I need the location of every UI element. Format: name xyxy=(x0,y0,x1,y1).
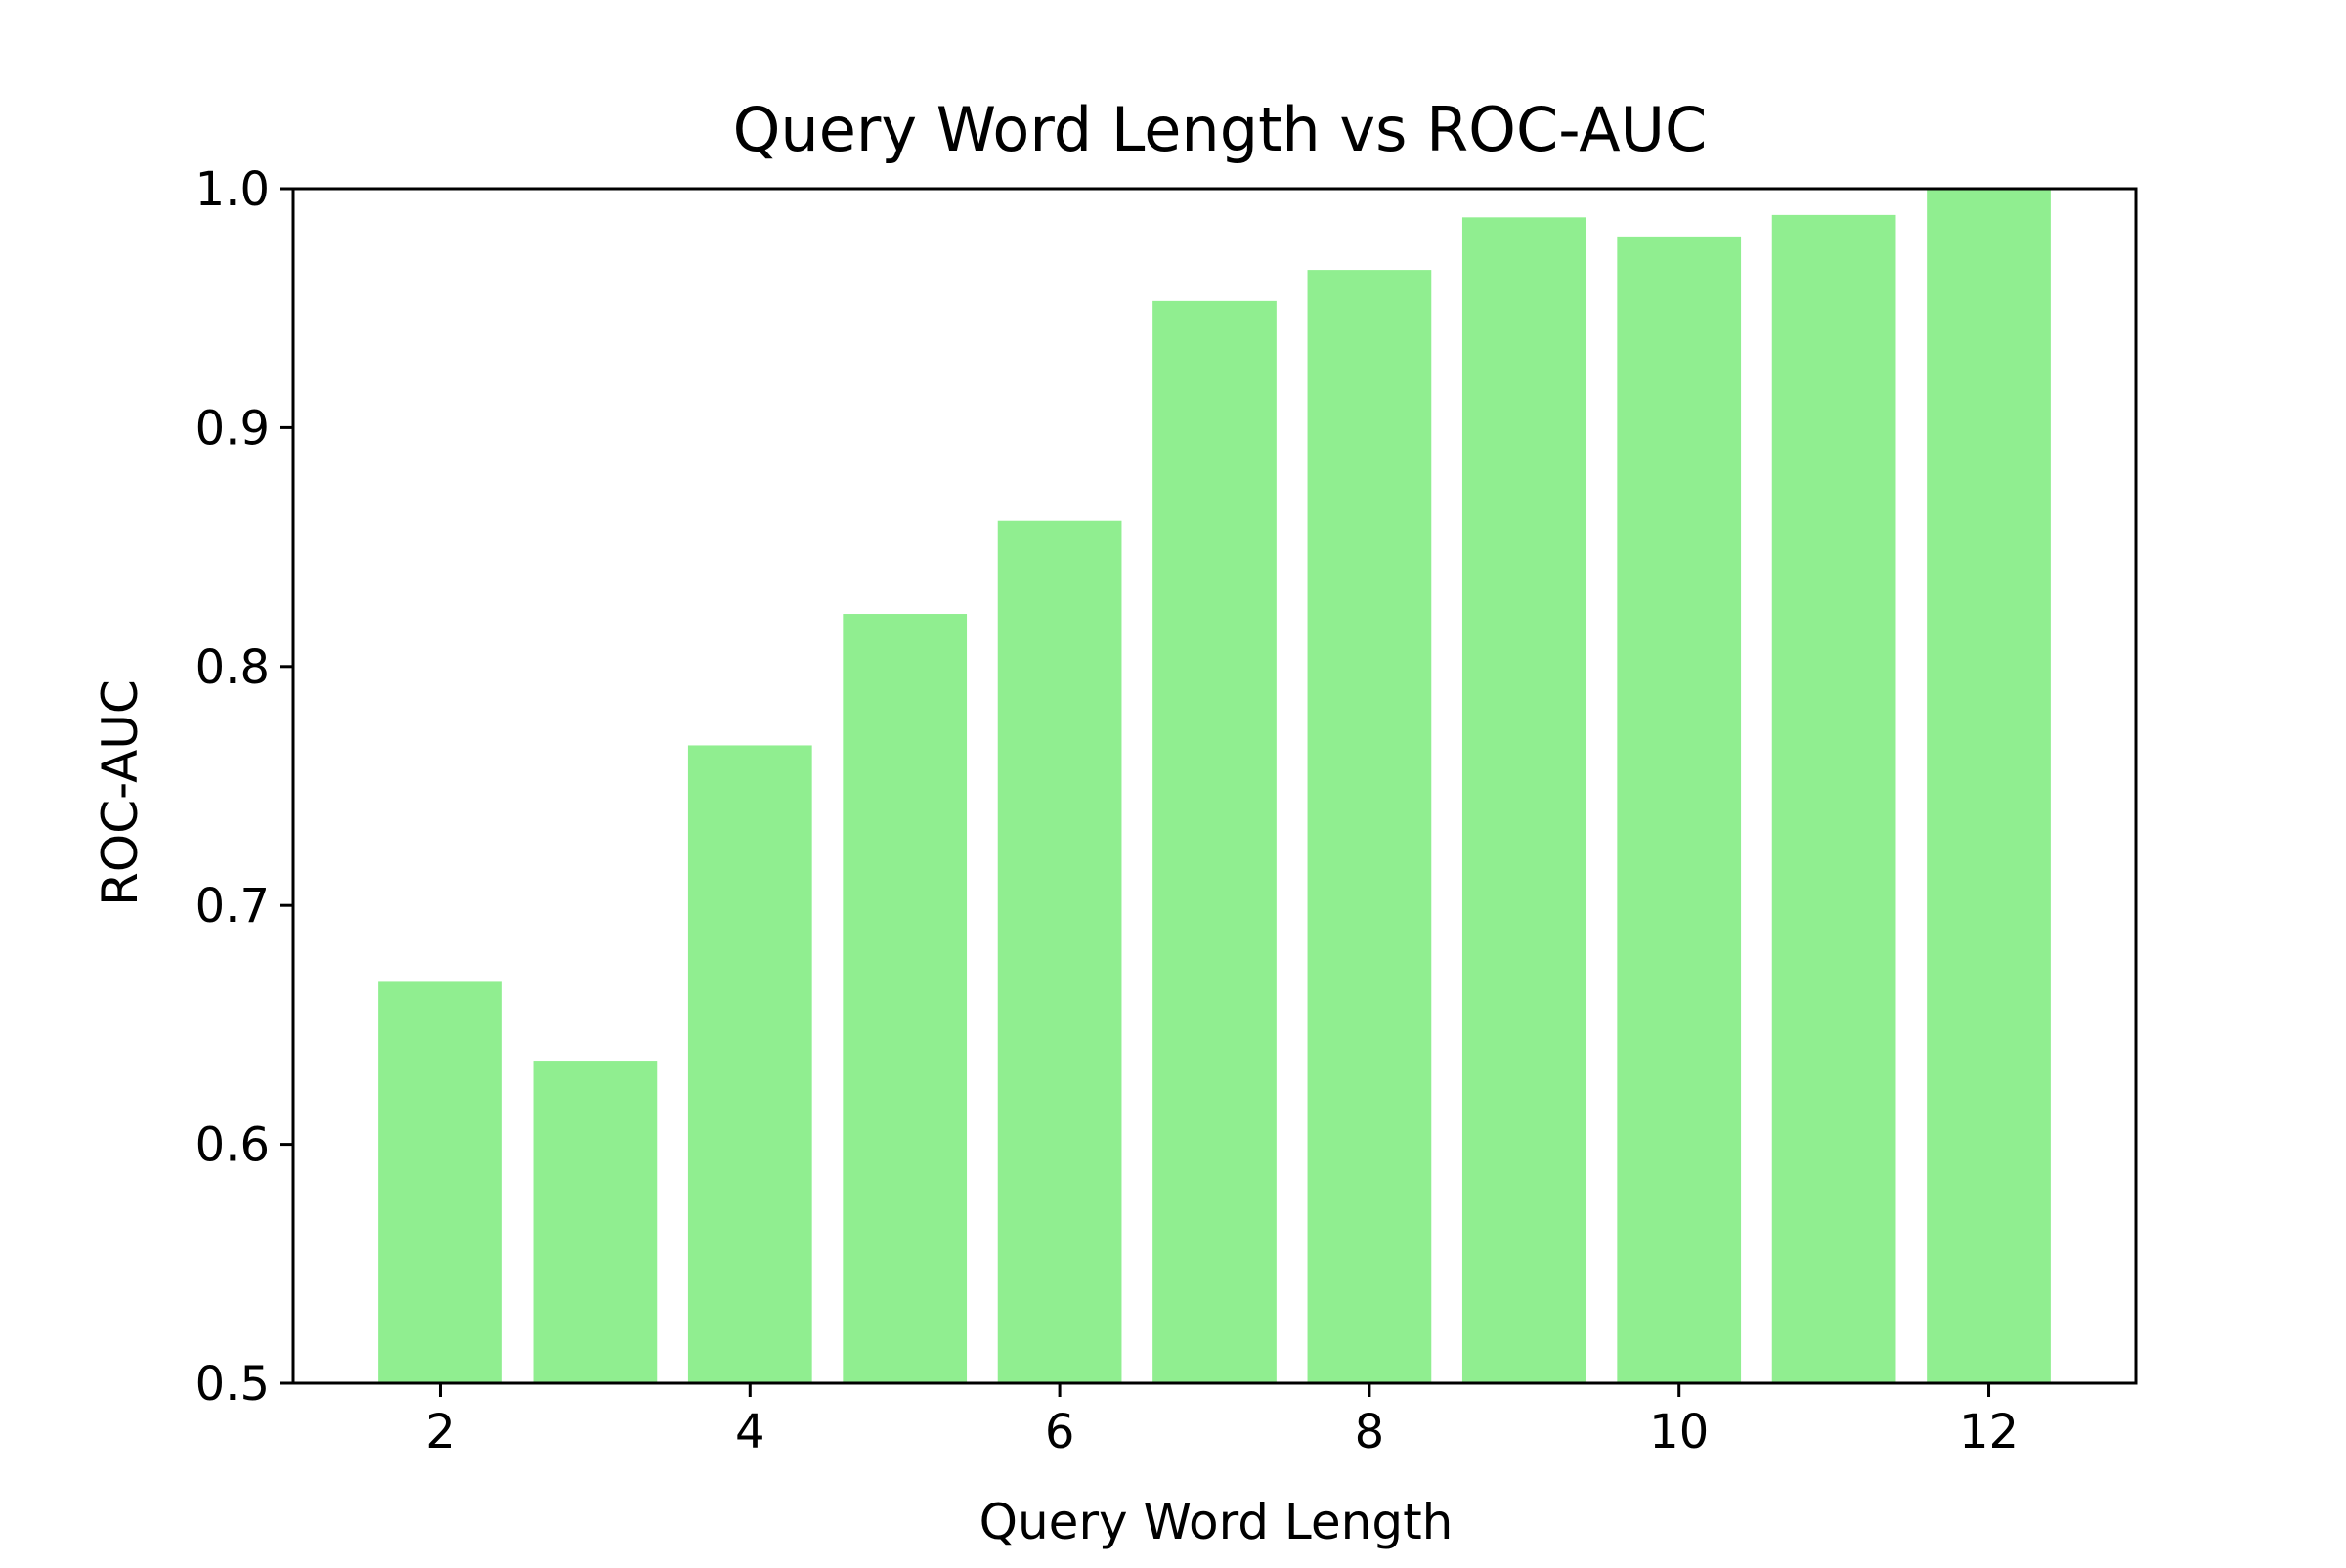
bar-x-11 xyxy=(1771,214,1896,1383)
x-tick-label: 2 xyxy=(425,1405,456,1459)
y-tick-label: 0.9 xyxy=(196,401,270,456)
x-tick-label: 6 xyxy=(1045,1405,1075,1459)
y-axis-ticks: 0.5 0.6 0.7 0.8 0.9 1.0 xyxy=(196,162,293,1412)
bar-x-10 xyxy=(1617,236,1742,1383)
y-tick-label: 0.5 xyxy=(196,1357,270,1412)
chart-title: Query Word Length vs ROC-AUC xyxy=(733,94,1708,165)
bar-x-4 xyxy=(687,745,812,1383)
x-tick-label: 10 xyxy=(1649,1405,1709,1459)
bar-x-5 xyxy=(843,614,968,1383)
y-tick-label: 0.7 xyxy=(196,879,270,934)
x-tick-label: 12 xyxy=(1959,1405,2019,1459)
y-tick-label: 0.8 xyxy=(196,640,270,695)
bar-x-6 xyxy=(997,520,1122,1383)
x-tick-label: 8 xyxy=(1355,1405,1385,1459)
bar-x-9 xyxy=(1461,217,1586,1384)
bar-x-3 xyxy=(533,1061,658,1383)
y-axis-label: ROC-AUC xyxy=(92,679,149,906)
y-tick-label: 1.0 xyxy=(196,162,270,217)
bar-x-2 xyxy=(378,981,502,1383)
x-axis-label: Query Word Length xyxy=(979,1494,1454,1550)
bar-x-7 xyxy=(1152,300,1277,1383)
bar-x-8 xyxy=(1307,270,1432,1384)
bar-x-12 xyxy=(1927,189,2051,1383)
bars-layer xyxy=(378,189,2051,1384)
x-tick-label: 4 xyxy=(735,1405,765,1459)
plot-frame xyxy=(291,187,2138,1385)
y-tick-label: 0.6 xyxy=(196,1118,270,1173)
x-axis-ticks: 2 4 6 8 10 12 xyxy=(425,1383,2019,1459)
